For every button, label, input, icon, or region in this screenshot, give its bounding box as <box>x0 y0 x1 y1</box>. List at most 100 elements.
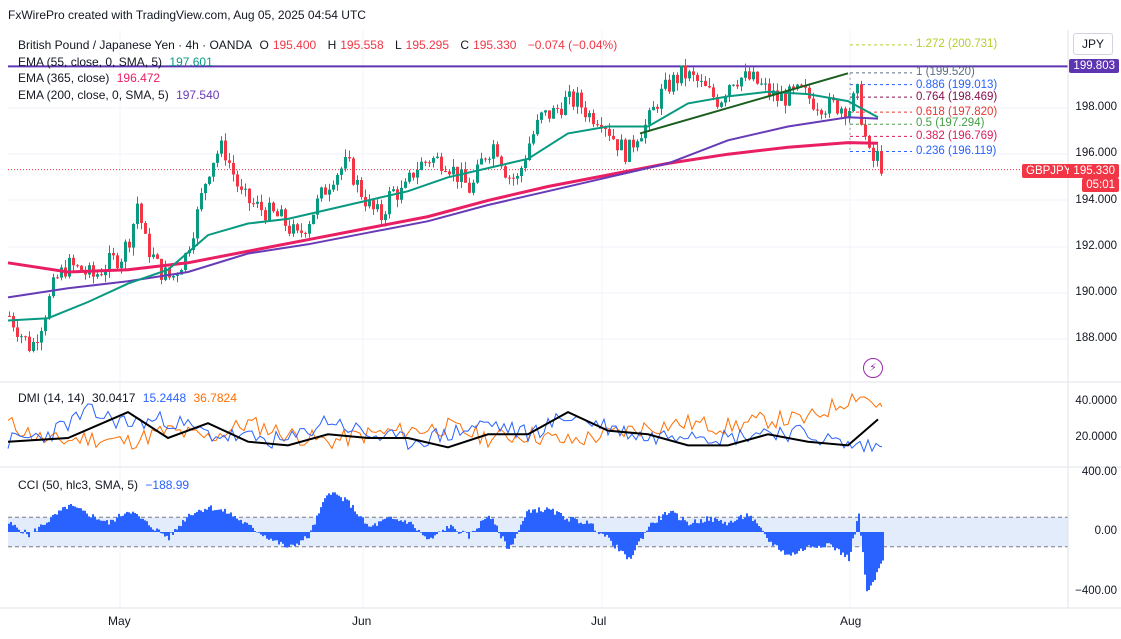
candle-body <box>148 233 151 258</box>
last-price-tag: 195.330 <box>1069 164 1119 178</box>
cci-bar <box>446 526 448 532</box>
dmi-legend[interactable]: DMI (14, 14) 30.0417 15.2448 36.7824 <box>18 391 241 405</box>
cci-bar <box>292 532 294 545</box>
fib-label-0618: 0.618 (197.820) <box>916 106 998 118</box>
cci-bar <box>284 532 286 548</box>
cci-bar <box>456 531 458 532</box>
cci-bar <box>690 524 692 532</box>
cci-bar <box>16 527 18 532</box>
cci-bar <box>134 512 136 532</box>
cci-bar <box>656 522 658 532</box>
cci-bar <box>768 532 770 542</box>
cci-bar <box>218 509 220 532</box>
cci-bar <box>326 495 328 532</box>
cci-bar <box>268 532 270 540</box>
cci-bar <box>764 532 766 535</box>
cci-bar <box>622 532 624 552</box>
cci-bar <box>878 532 880 569</box>
cci-bar <box>552 508 554 532</box>
cci-bar <box>726 525 728 532</box>
candle-body <box>296 224 299 231</box>
candle-body <box>84 271 87 275</box>
cci-bar <box>104 520 106 532</box>
cci-bar <box>590 523 592 532</box>
candle-body <box>96 274 99 277</box>
cci-bar <box>564 519 566 532</box>
cci-bar <box>822 532 824 548</box>
cci-bar <box>122 515 124 532</box>
candle-body <box>472 182 475 193</box>
cci-bar <box>806 532 808 547</box>
ema200-legend[interactable]: EMA (200, close, 0, SMA, 5) 197.540 <box>18 88 223 102</box>
candle-body <box>640 138 643 142</box>
symbol-tag[interactable]: GBPJPY <box>1022 164 1076 178</box>
cci-bar <box>236 518 238 532</box>
candle-body <box>544 110 547 113</box>
cci-bar <box>628 532 630 558</box>
cci-bar <box>212 510 214 532</box>
candle-body <box>524 160 527 169</box>
symbol-legend[interactable]: British Pound / Japanese Yen · 4h · OAND… <box>18 38 621 52</box>
cci-bar <box>176 529 178 532</box>
cci-bar <box>130 513 132 532</box>
ema365-label: EMA (365, close) <box>18 71 110 85</box>
candle-body <box>804 85 807 88</box>
candle-body <box>872 147 875 161</box>
currency-button[interactable]: JPY <box>1073 33 1113 55</box>
cci-bar <box>870 532 872 586</box>
cci-bar <box>84 510 86 532</box>
candle-body <box>864 124 867 137</box>
cci-bar <box>324 498 326 532</box>
cci-bar <box>188 513 190 532</box>
cci-bar <box>680 520 682 532</box>
cci-bar <box>540 511 542 532</box>
ema55-legend[interactable]: EMA (55, close, 0, SMA, 5) 197.601 <box>18 55 217 69</box>
cci-bar <box>272 532 274 541</box>
cci-bar <box>526 511 528 532</box>
countdown-tag: 05:01 <box>1082 178 1119 192</box>
candle-body <box>788 86 791 106</box>
candle-body <box>76 265 79 267</box>
cci-bar <box>82 510 84 532</box>
cci-bar <box>460 532 462 534</box>
lightning-icon[interactable]: ⚡ <box>863 358 883 378</box>
cci-bar <box>148 525 150 532</box>
cci-bar <box>366 523 368 532</box>
candle-body <box>340 168 343 175</box>
cci-bar <box>380 521 382 532</box>
candle-body <box>708 86 711 88</box>
cci-bar <box>790 532 792 556</box>
candle-body <box>232 162 235 175</box>
cci-bar <box>94 516 96 532</box>
candle-body <box>792 86 795 89</box>
cci-bar <box>478 527 480 532</box>
dmi-adx-value: 30.0417 <box>92 391 136 405</box>
cci-bar <box>748 516 750 532</box>
cci-bar <box>48 521 50 532</box>
cci-bar <box>620 532 622 551</box>
cci-bar <box>74 506 76 532</box>
ema55-value: 197.601 <box>169 55 213 69</box>
cci-bar <box>574 518 576 532</box>
cci-bar <box>430 532 432 538</box>
cci-bar <box>88 516 90 532</box>
cci-bar <box>344 497 346 532</box>
cci-bar <box>378 521 380 532</box>
cci-bar <box>194 513 196 532</box>
cci-bar <box>224 508 226 532</box>
cci-bar <box>102 520 104 532</box>
ema365-legend[interactable]: EMA (365, close) 196.472 <box>18 71 164 85</box>
candle-body <box>836 100 839 114</box>
cci-bar <box>614 532 616 549</box>
cci-bar <box>536 512 538 532</box>
candle-body <box>324 187 327 195</box>
cci-bar <box>796 532 798 554</box>
cci-bar <box>468 532 470 539</box>
cci-bar <box>100 520 102 532</box>
cci-legend[interactable]: CCI (50, hlc3, SMA, 5) −188.99 <box>18 478 193 492</box>
cci-bar <box>18 529 20 532</box>
cci-bar <box>850 532 852 552</box>
candle-body <box>592 113 595 125</box>
cci-bar <box>518 530 520 532</box>
fib-label-0886: 0.886 (199.013) <box>916 79 998 91</box>
